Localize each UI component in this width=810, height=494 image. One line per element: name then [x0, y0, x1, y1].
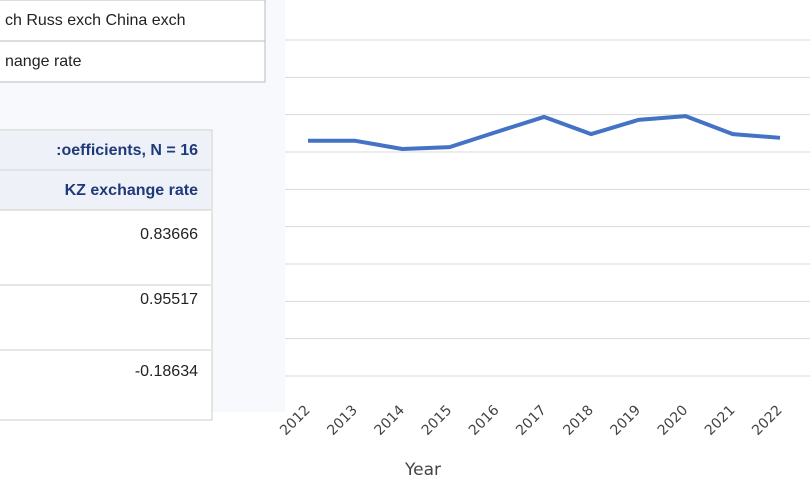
- chart: Year 2012 2013 2014 2015 2016 2017 2018 2019 202…: [277, 39, 810, 480]
- x-tick-label: 2022: [749, 402, 786, 439]
- column-header: KZ exchange rate: [65, 182, 198, 199]
- x-tick-label: 2014: [372, 402, 409, 439]
- x-tick-label: 2015: [419, 402, 456, 439]
- cell: 0.83666: [140, 226, 198, 243]
- x-tick-label: 2017: [513, 402, 550, 439]
- top-row: ch Russ exch China exch: [5, 12, 186, 29]
- x-tick-label: 2013: [324, 402, 361, 439]
- x-axis-label: Year: [404, 460, 441, 480]
- cell: 0.95517: [140, 291, 198, 308]
- x-tick-label: 2020: [655, 402, 692, 439]
- x-tick-label: 2019: [608, 402, 645, 439]
- cell: -0.18634: [135, 363, 198, 380]
- x-tick-label: 2016: [466, 402, 503, 439]
- stats-panel: ch Russ exch China exch nange rate :oeff…: [0, 0, 285, 421]
- x-tick-label: 2018: [560, 402, 597, 439]
- top-row: nange rate: [5, 53, 82, 70]
- table-title: :oefficients, N = 16: [56, 142, 198, 159]
- x-tick-label: 2021: [702, 402, 739, 439]
- data-line: [308, 114, 781, 152]
